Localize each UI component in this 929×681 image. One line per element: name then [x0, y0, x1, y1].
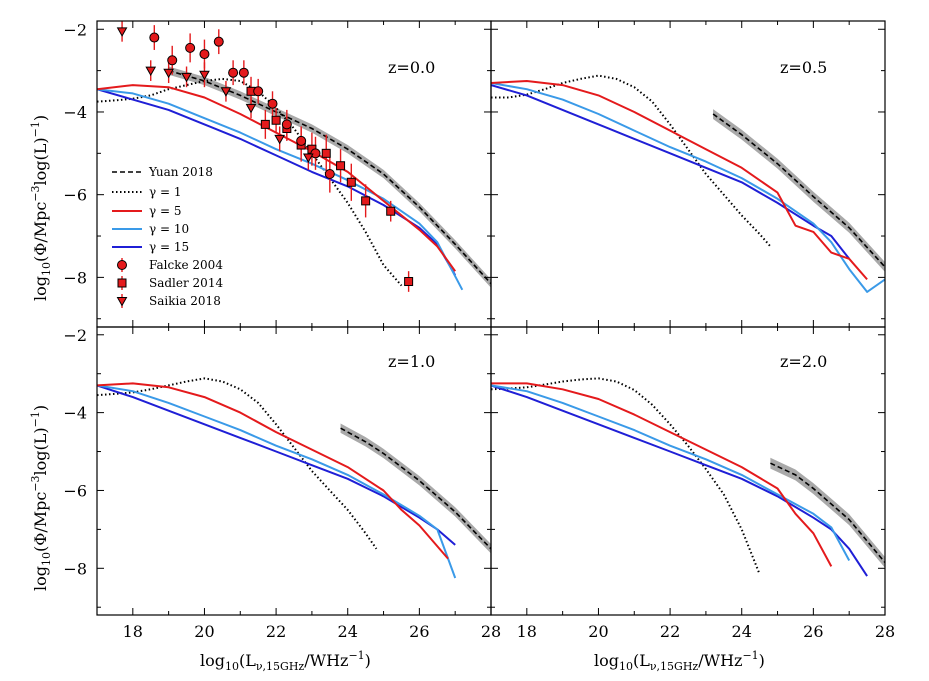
saikia-point: [245, 103, 257, 114]
y-tick-label: −6: [63, 186, 87, 205]
series-g10: [491, 384, 851, 561]
y-axis-label-top: log10(Φ/Mpc−3log(L)−1): [29, 115, 53, 301]
legend-label-yuan: Yuan 2018: [148, 165, 213, 179]
y-tick-label: −2: [63, 326, 87, 345]
saikia-point: [116, 27, 128, 37]
x-tick-label: 22: [266, 622, 286, 641]
series-g1: [491, 377, 761, 575]
x-tick-label: 26: [409, 622, 429, 641]
falcke-point: [167, 55, 178, 66]
series-g1: [97, 77, 403, 287]
panel-label-z2: z=2.0: [780, 352, 827, 371]
panel-bottom-right: 18 20 22 24 26 28: [490, 326, 895, 641]
sadler-point: [260, 119, 270, 129]
falcke-point: [185, 42, 196, 53]
panel-label-z1: z=1.0: [388, 352, 435, 371]
legend-label-g15: γ = 15: [149, 240, 189, 254]
saikia-point: [274, 134, 286, 145]
saikia-point: [199, 70, 210, 81]
falcke-point: [213, 36, 224, 47]
x-tick-label: 20: [588, 622, 608, 641]
legend-label-saikia: Saikia 2018: [149, 294, 221, 308]
x-tick-label: 20: [194, 622, 214, 641]
falcke-point: [199, 49, 210, 60]
series-yuan: [712, 113, 885, 268]
y-tick-label: −4: [63, 404, 87, 423]
series-g5: [491, 80, 868, 281]
yuan-band: [713, 109, 885, 273]
x-tick-label: 24: [338, 622, 358, 641]
falcke-point: [253, 86, 264, 97]
falcke-point: [267, 98, 278, 109]
sadler-point: [321, 148, 331, 158]
sadler-point: [271, 115, 281, 125]
falcke-point: [149, 32, 160, 43]
legend-label-g1: γ = 1: [149, 185, 182, 199]
series-g5: [97, 382, 449, 560]
legend: Yuan 2018 γ = 1 γ = 5 γ = 10 γ = 15 Falc…: [112, 165, 223, 308]
y-tick-label: −8: [63, 268, 87, 287]
saikia-point: [220, 87, 232, 97]
series-g10: [97, 88, 464, 291]
y-tick-label: −6: [63, 481, 87, 500]
y-axis-label-bottom: log10(Φ/Mpc−3log(L)−1): [29, 405, 53, 591]
series-yuan: [770, 462, 885, 564]
sadler-point: [404, 277, 414, 287]
x-tick-label: 18: [123, 622, 143, 641]
series-g5: [97, 84, 457, 272]
falcke-point: [281, 119, 292, 130]
saikia-point: [145, 66, 157, 77]
series-g10: [491, 82, 885, 293]
series-g1: [97, 377, 378, 550]
sadler-point: [386, 206, 396, 216]
series-g10: [97, 384, 457, 579]
y-tick-label: −4: [63, 103, 87, 122]
legend-marker-sadler: [117, 278, 127, 288]
falcke-point: [310, 148, 321, 159]
yuan-band: [340, 423, 491, 554]
x-axis-label-right: log10(Lν,15GHz/WHz−1): [594, 649, 765, 673]
legend-label-sadler: Sadler 2014: [149, 276, 223, 290]
falcke-point: [296, 135, 307, 146]
x-tick-label: 28: [875, 622, 895, 641]
panel-label-z0: z=0.0: [388, 58, 435, 77]
saikia-point: [181, 72, 192, 83]
legend-label-falcke: Falcke 2004: [149, 258, 223, 272]
x-tick-label: 26: [803, 622, 823, 641]
x-tick-label: 18: [517, 622, 537, 641]
falcke-point: [228, 67, 239, 78]
y-tick-label: −8: [63, 559, 87, 578]
panel-label-z05: z=0.5: [780, 58, 827, 77]
panel-frame: [490, 326, 886, 616]
sadler-point: [361, 196, 371, 206]
yuan-band: [770, 457, 885, 568]
series-g15: [97, 88, 457, 276]
panel-bottom-left: 18 20 22 24 26 28 −2 −4 −6 −8: [63, 326, 501, 641]
saikia-point: [302, 153, 314, 163]
falcke-point: [238, 67, 249, 78]
series-g15: [491, 84, 850, 260]
x-tick-label: 22: [660, 622, 680, 641]
x-axis-label-left: log10(Lν,15GHz/WHz−1): [200, 649, 371, 673]
series-g15: [97, 384, 456, 546]
sadler-point: [336, 161, 346, 171]
x-tick-label: 24: [732, 622, 752, 641]
panel-top-right: [490, 20, 886, 328]
series-g5: [491, 382, 833, 567]
series-g1: [491, 74, 772, 248]
legend-marker-falcke: [117, 260, 127, 270]
y-tick-label: −2: [63, 20, 87, 39]
legend-marker-saikia: [116, 297, 128, 307]
legend-label-g5: γ = 5: [149, 204, 182, 218]
series-yuan: [340, 427, 491, 550]
saikia-point: [163, 68, 174, 79]
falcke-point: [324, 169, 335, 179]
x-tick-label: 28: [481, 622, 501, 641]
sadler-point: [346, 177, 356, 187]
series-g15: [491, 384, 868, 577]
legend-label-g10: γ = 10: [149, 222, 189, 236]
